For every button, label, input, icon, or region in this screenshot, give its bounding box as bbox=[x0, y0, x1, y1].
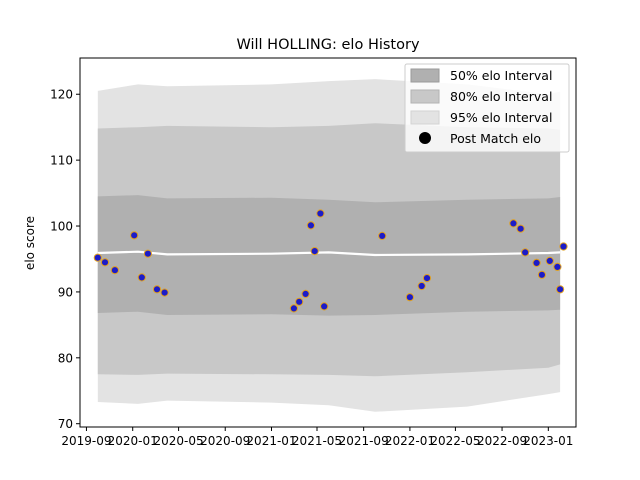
data-point bbox=[545, 256, 554, 265]
y-axis: 70 80 90 100 110 120 bbox=[50, 88, 80, 431]
post-match-points bbox=[93, 209, 568, 313]
data-point bbox=[110, 266, 120, 275]
data-point bbox=[152, 285, 162, 294]
data-point bbox=[289, 304, 298, 313]
legend-marker-point bbox=[419, 132, 431, 144]
legend: 50% elo Interval 80% elo Interval 95% el… bbox=[404, 63, 570, 153]
x-tick-label: 2023-01 bbox=[523, 434, 573, 448]
x-tick-label: 2022-01 bbox=[385, 434, 435, 448]
legend-label-point: Post Match elo bbox=[450, 131, 541, 146]
x-tick-label: 2021-05 bbox=[292, 434, 342, 448]
data-point bbox=[553, 262, 562, 271]
y-tick-label: 120 bbox=[50, 88, 73, 102]
data-point bbox=[93, 253, 102, 262]
x-tick-label: 2021-01 bbox=[246, 434, 296, 448]
x-tick-label: 2022-09 bbox=[477, 434, 527, 448]
data-point bbox=[556, 285, 565, 294]
data-point bbox=[306, 221, 315, 230]
data-point bbox=[509, 219, 518, 228]
data-point bbox=[295, 297, 304, 306]
data-point bbox=[521, 248, 530, 257]
legend-box bbox=[404, 63, 570, 153]
y-tick-label: 80 bbox=[58, 351, 73, 365]
x-tick-label: 2020-09 bbox=[200, 434, 250, 448]
data-point bbox=[320, 302, 329, 311]
data-point bbox=[532, 258, 541, 267]
data-point bbox=[316, 209, 325, 218]
plot-frame bbox=[79, 57, 577, 428]
data-point bbox=[100, 258, 110, 267]
x-tick-label: 2019-09 bbox=[61, 434, 111, 448]
data-point bbox=[378, 231, 387, 240]
data-point bbox=[422, 274, 432, 283]
interval-bands bbox=[97, 79, 561, 412]
x-tick-label: 2020-05 bbox=[154, 434, 204, 448]
data-point bbox=[301, 289, 310, 298]
y-tick-label: 110 bbox=[50, 154, 73, 168]
y-tick-label: 100 bbox=[50, 220, 73, 234]
legend-label-80: 80% elo Interval bbox=[450, 89, 552, 104]
data-point bbox=[143, 249, 152, 258]
legend-swatch-95 bbox=[410, 110, 440, 125]
data-point bbox=[405, 293, 414, 302]
data-point bbox=[137, 273, 146, 282]
x-axis: 2019-092020-012020-052020-092021-012021-… bbox=[61, 427, 573, 448]
data-point bbox=[130, 231, 139, 240]
data-point bbox=[537, 270, 547, 279]
y-tick-label: 70 bbox=[58, 417, 73, 431]
data-point bbox=[310, 247, 319, 256]
y-axis-label: elo score bbox=[23, 216, 37, 270]
data-point bbox=[516, 224, 525, 233]
legend-label-50: 50% elo Interval bbox=[450, 68, 552, 83]
data-point bbox=[559, 242, 568, 251]
data-point bbox=[160, 288, 169, 297]
x-tick-label: 2022-05 bbox=[430, 434, 480, 448]
x-tick-label: 2021-09 bbox=[339, 434, 389, 448]
y-tick-label: 90 bbox=[58, 285, 73, 299]
data-point bbox=[417, 281, 426, 291]
plot-area bbox=[79, 57, 577, 428]
legend-label-95: 95% elo Interval bbox=[450, 110, 552, 125]
legend-swatch-50 bbox=[410, 68, 440, 83]
chart-title: Will HOLLING: elo History bbox=[236, 37, 419, 53]
legend-swatch-80 bbox=[410, 89, 440, 104]
x-tick-label: 2020-01 bbox=[108, 434, 158, 448]
band-50 bbox=[97, 195, 561, 316]
